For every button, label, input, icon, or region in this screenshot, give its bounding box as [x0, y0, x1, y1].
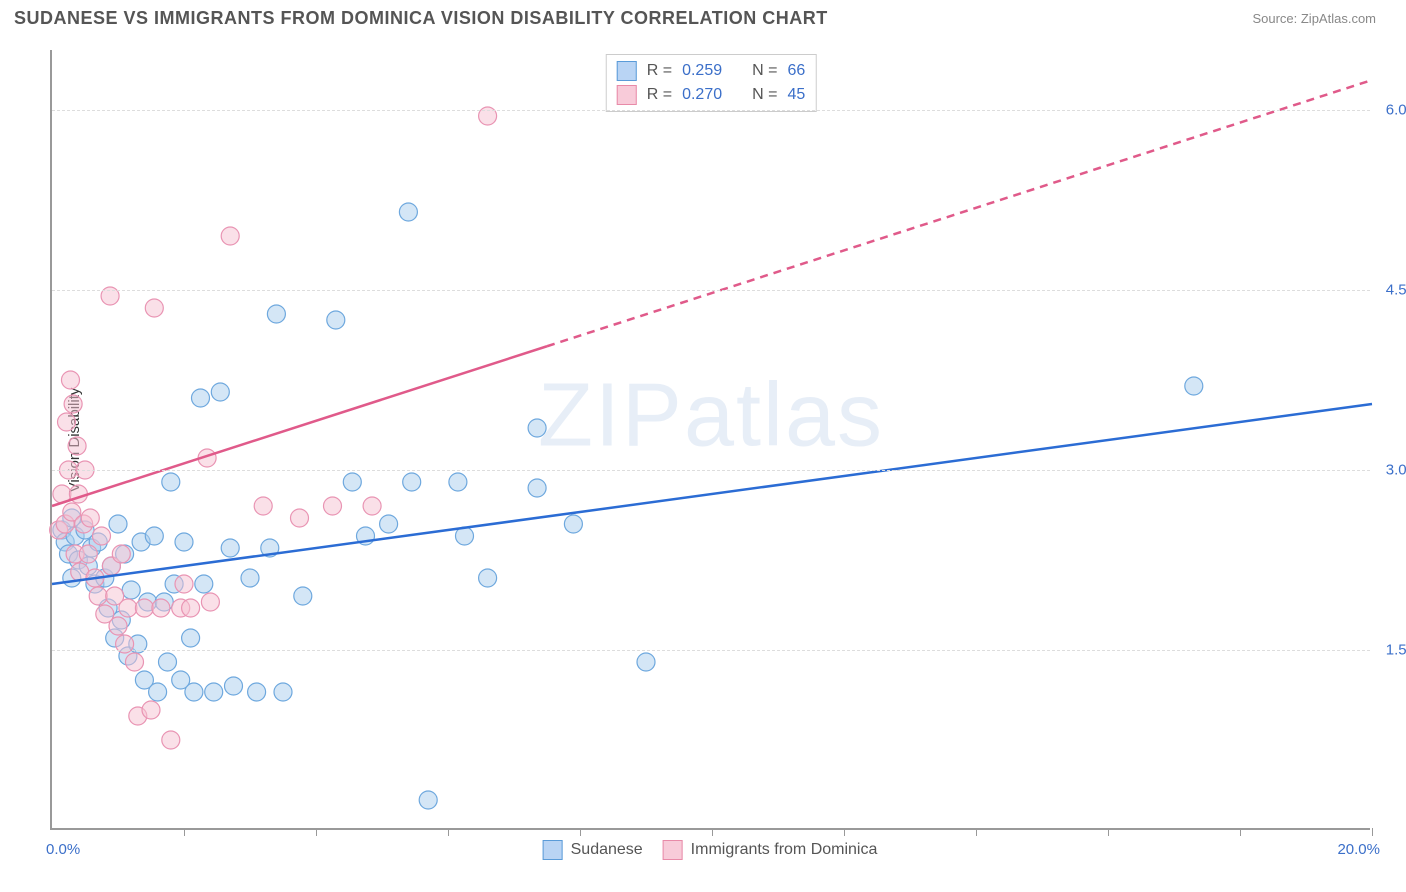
data-point [267, 305, 285, 323]
x-tick [712, 828, 713, 836]
data-point [81, 509, 99, 527]
data-point [564, 515, 582, 533]
scatter-svg [52, 50, 1372, 830]
chart-title: SUDANESE VS IMMIGRANTS FROM DOMINICA VIS… [14, 8, 828, 29]
data-point [380, 515, 398, 533]
legend-label: Sudanese [571, 841, 643, 859]
data-point [343, 473, 361, 491]
data-point [528, 479, 546, 497]
data-point [162, 473, 180, 491]
x-tick [1108, 828, 1109, 836]
x-tick [448, 828, 449, 836]
data-point [175, 575, 193, 593]
data-point [419, 791, 437, 809]
data-point [126, 653, 144, 671]
gridline [52, 470, 1370, 471]
y-tick-label: 6.0% [1386, 102, 1406, 119]
trend-line [52, 404, 1372, 584]
data-point [112, 545, 130, 563]
y-tick-label: 3.0% [1386, 462, 1406, 479]
gridline [52, 110, 1370, 111]
header: SUDANESE VS IMMIGRANTS FROM DOMINICA VIS… [0, 0, 1406, 33]
data-point [1185, 377, 1203, 395]
data-point [225, 677, 243, 695]
data-point [528, 419, 546, 437]
data-point [145, 299, 163, 317]
x-tick [580, 828, 581, 836]
data-point [479, 569, 497, 587]
data-point [145, 527, 163, 545]
y-tick-label: 4.5% [1386, 282, 1406, 299]
x-tick [1240, 828, 1241, 836]
data-point [291, 509, 309, 527]
plot-area: ZIPatlas R = 0.259 N = 66 R = 0.270 N = … [50, 50, 1370, 830]
data-point [363, 497, 381, 515]
data-point [182, 629, 200, 647]
data-point [324, 497, 342, 515]
data-point [142, 701, 160, 719]
data-point [162, 731, 180, 749]
data-point [122, 581, 140, 599]
data-point [109, 515, 127, 533]
data-point [294, 587, 312, 605]
x-axis-min-label: 0.0% [46, 841, 80, 858]
gridline [52, 650, 1370, 651]
data-point [79, 545, 97, 563]
data-point [175, 533, 193, 551]
legend-item: Sudanese [543, 840, 643, 860]
data-point [61, 371, 79, 389]
trend-line [52, 346, 547, 506]
trend-line-dashed [547, 80, 1372, 346]
source-attribution: Source: ZipAtlas.com [1252, 11, 1376, 26]
data-point [449, 473, 467, 491]
x-tick [1372, 828, 1373, 836]
x-axis-max-label: 20.0% [1337, 841, 1380, 858]
data-point [241, 569, 259, 587]
data-point [159, 653, 177, 671]
data-point [221, 539, 239, 557]
legend-label: Immigrants from Dominica [691, 841, 878, 859]
swatch-icon [543, 840, 563, 860]
data-point [195, 575, 213, 593]
data-point [201, 593, 219, 611]
data-point [152, 599, 170, 617]
data-point [327, 311, 345, 329]
x-tick [844, 828, 845, 836]
data-point [211, 383, 229, 401]
data-point [68, 437, 86, 455]
data-point [205, 683, 223, 701]
data-point [149, 683, 167, 701]
data-point [185, 683, 203, 701]
x-tick [184, 828, 185, 836]
legend-item: Immigrants from Dominica [663, 840, 878, 860]
data-point [274, 683, 292, 701]
x-tick [316, 828, 317, 836]
y-tick-label: 1.5% [1386, 642, 1406, 659]
data-point [192, 389, 210, 407]
swatch-icon [663, 840, 683, 860]
data-point [89, 587, 107, 605]
data-point [58, 413, 76, 431]
data-point [109, 617, 127, 635]
gridline [52, 290, 1370, 291]
data-point [399, 203, 417, 221]
data-point [248, 683, 266, 701]
data-point [135, 599, 153, 617]
chart-container: Vision Disability ZIPatlas R = 0.259 N =… [50, 50, 1370, 830]
data-point [64, 395, 82, 413]
x-tick [976, 828, 977, 836]
data-point [403, 473, 421, 491]
data-point [254, 497, 272, 515]
data-point [182, 599, 200, 617]
bottom-legend: Sudanese Immigrants from Dominica [543, 840, 878, 860]
data-point [119, 599, 137, 617]
data-point [637, 653, 655, 671]
data-point [221, 227, 239, 245]
data-point [93, 527, 111, 545]
